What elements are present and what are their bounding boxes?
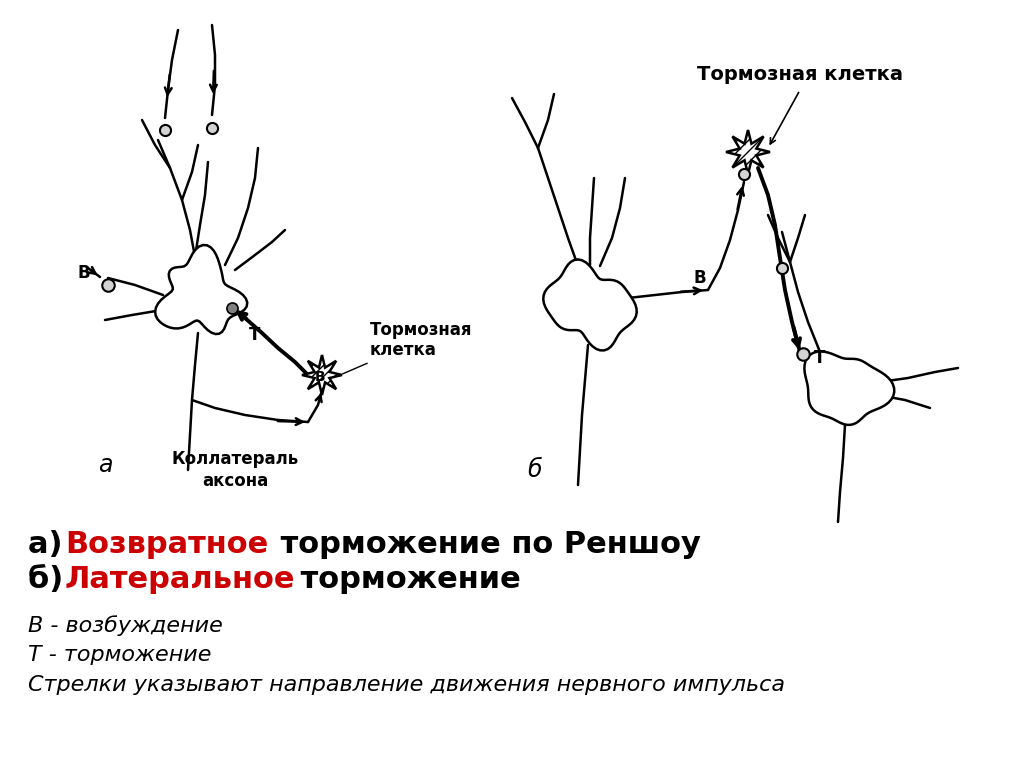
Text: торможение по Реншоу: торможение по Реншоу <box>270 530 700 559</box>
Text: В: В <box>693 269 707 287</box>
Text: а): а) <box>28 530 73 559</box>
Text: Тормозная
клетка: Тормозная клетка <box>343 320 472 374</box>
Text: Тормозная клетка: Тормозная клетка <box>697 65 903 84</box>
Text: б): б) <box>28 565 74 594</box>
Text: б: б <box>527 458 543 482</box>
Text: Коллатераль
аксона: Коллатераль аксона <box>171 450 299 490</box>
Text: а: а <box>97 453 113 477</box>
Text: Т: Т <box>814 349 825 367</box>
Polygon shape <box>544 260 637 350</box>
Polygon shape <box>726 130 770 174</box>
Polygon shape <box>302 355 342 395</box>
Text: Стрелки указывают направление движения нервного импульса: Стрелки указывают направление движения н… <box>28 675 785 695</box>
Text: торможение: торможение <box>290 565 521 594</box>
Text: Латеральное: Латеральное <box>65 565 296 594</box>
Text: В: В <box>314 370 326 384</box>
Text: Т: Т <box>249 326 261 344</box>
Text: В: В <box>78 264 90 282</box>
Text: В - возбуждение: В - возбуждение <box>28 615 223 636</box>
Polygon shape <box>155 245 247 334</box>
Text: Возвратное: Возвратное <box>65 530 268 559</box>
Text: Т - торможение: Т - торможение <box>28 645 212 665</box>
Polygon shape <box>805 352 894 425</box>
